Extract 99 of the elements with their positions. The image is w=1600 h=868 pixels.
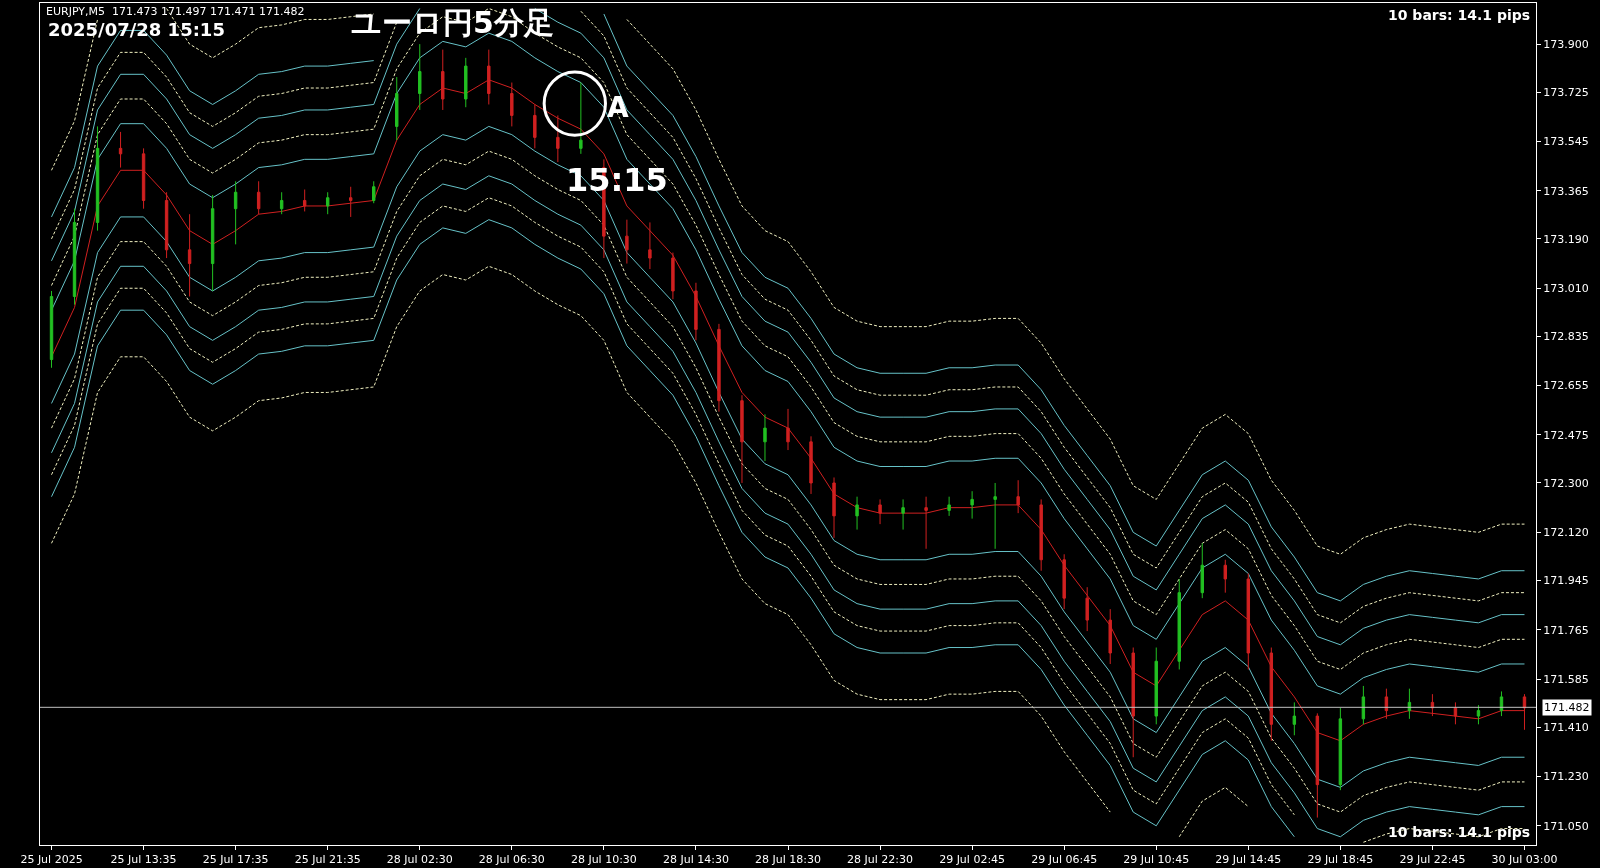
y-tick-label: 173.010 [1543,282,1589,296]
y-tick-label: 171.410 [1543,720,1589,734]
candlestick [740,394,744,484]
candlestick [187,213,192,297]
candlestick [233,180,238,245]
candlestick [763,413,767,462]
candlestick [924,496,928,550]
annotation: 2025/07/28 15:15 [48,19,225,40]
x-tick-label: 29 Jul 10:45 [1123,853,1190,867]
x-tick-label: 28 Jul 14:30 [662,853,729,867]
x-tick-label: 29 Jul 18:45 [1307,853,1374,867]
candlestick [1223,559,1227,594]
candlestick [1384,688,1389,720]
annotation: 10 bars: 14.1 pips [1388,7,1531,23]
y-tick-label: 172.120 [1543,526,1589,540]
candlestick [395,76,399,141]
candlestick [1499,690,1504,717]
candlestick [141,147,146,210]
candlestick [464,57,468,108]
x-tick-label: 29 Jul 02:45 [939,853,1006,867]
candlestick [1108,608,1112,665]
candlestick [556,114,560,163]
x-tick-label: 25 Jul 17:35 [202,853,269,867]
candlestick [648,221,652,270]
candlestick [1453,701,1458,725]
chart-title: ユーロ円5分足 [351,5,554,40]
candlestick [671,252,675,300]
x-tick-label: 28 Jul 22:30 [847,853,914,867]
x-tick-label: 29 Jul 06:45 [1031,853,1098,867]
candlestick [210,194,215,292]
annotation: 10 bars: 14.1 pips [1388,824,1531,840]
candlestick [510,82,514,127]
candlestick [302,189,307,212]
candlestick [1016,479,1020,514]
candlestick [855,496,859,531]
candlestick [49,290,54,369]
y-tick-label: 172.300 [1543,476,1589,490]
candlestick [256,180,261,215]
candlestick [1361,685,1366,725]
candlestick [878,498,882,525]
x-tick-label: 25 Jul 21:35 [294,853,361,867]
candlestick [1200,542,1204,599]
x-tick-label: 25 Jul 13:35 [110,853,177,867]
candlestick [993,482,997,550]
candlestick [1177,578,1181,670]
candlestick [1062,553,1066,610]
y-tick-label: 171.585 [1543,672,1589,686]
x-tick-label: 29 Jul 22:45 [1399,853,1466,867]
candlestick [1430,693,1435,717]
y-tick-label: 171.765 [1543,623,1589,637]
annotation: A [607,91,629,124]
candlestick [947,496,951,517]
candlestick [901,498,905,531]
y-tick-label: 171.050 [1543,819,1589,833]
annotation: EURJPY,M5 171.473 171.497 171.471 171.482 [46,5,305,18]
candlestick [809,435,813,495]
x-tick-label: 28 Jul 18:30 [755,853,821,867]
candlestick [579,82,583,155]
y-tick-label: 173.725 [1543,85,1589,99]
candlestick [694,282,698,341]
candlestick [1338,707,1343,791]
candlestick [717,323,721,413]
candlestick [786,408,790,451]
y-tick-label: 173.900 [1543,37,1589,51]
y-tick-label: 172.835 [1543,330,1589,344]
candlestick [1292,701,1297,736]
candlestick [970,490,974,520]
candlestick [1039,498,1043,572]
y-tick-label: 171.230 [1543,770,1589,784]
x-tick-label: 28 Jul 10:30 [570,853,637,867]
candlestick [372,180,376,204]
candlestick [95,125,100,232]
x-tick-label: 25 Jul 2025 [20,853,83,867]
candlestick [1407,688,1412,720]
candlestick [349,186,353,218]
candlestick [533,103,537,149]
y-tick-label: 172.475 [1543,428,1589,442]
x-tick-label: 28 Jul 06:30 [478,853,545,867]
candlestick [418,43,422,111]
y-tick-label: 173.365 [1543,184,1589,198]
candlestick [625,219,629,265]
y-tick-label: 172.655 [1543,379,1589,393]
candlestick [832,476,836,539]
x-tick-label: 30 Jul 03:00 [1491,853,1558,867]
ref-line-label: 171.482 [1544,701,1590,714]
y-tick-label: 173.190 [1543,232,1589,246]
candlestick [1085,586,1089,632]
candlestick [1476,704,1481,725]
y-tick-label: 171.945 [1543,574,1589,588]
candlestick [118,131,123,169]
y-tick-label: 173.545 [1543,135,1589,149]
candlestick [72,208,77,306]
candlestick [325,191,330,215]
candlestick [1246,572,1251,670]
candlestick [164,191,169,259]
candlestick [1154,647,1158,725]
x-tick-label: 28 Jul 02:30 [386,853,453,867]
x-tick-label: 29 Jul 14:45 [1215,853,1282,867]
candlestick [279,191,284,215]
